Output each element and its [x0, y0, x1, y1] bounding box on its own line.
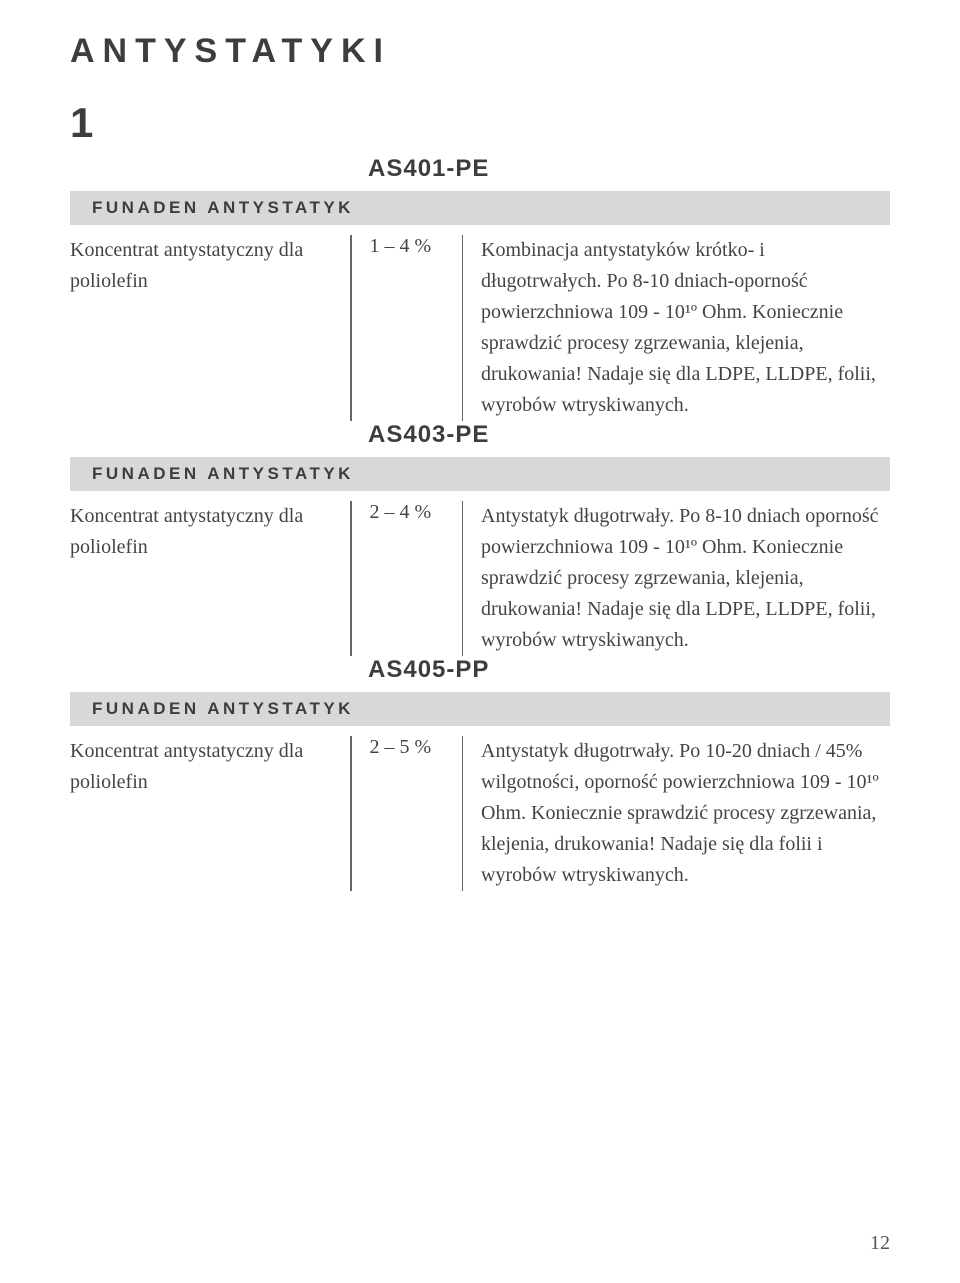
product-block: AS405-PP FUNADEN ANTYSTATYK Koncentrat a… — [70, 656, 890, 891]
product-description: Kombinacja antystatyków krótko- i długot… — [463, 235, 890, 421]
code-row: AS403-PE — [70, 421, 890, 451]
data-row: Koncentrat antystatyczny dla poliolefin … — [70, 235, 890, 421]
category-label: FUNADEN ANTYSTATYK — [92, 464, 354, 484]
product-block: AS403-PE FUNADEN ANTYSTATYK Koncentrat a… — [70, 421, 890, 656]
product-description: Antystatyk długotrwały. Po 10-20 dniach … — [463, 736, 890, 891]
category-bar: FUNADEN ANTYSTATYK — [70, 191, 890, 225]
data-row: Koncentrat antystatyczny dla poliolefin … — [70, 736, 890, 891]
product-description: Antystatyk długotrwały. Po 8-10 dniach o… — [463, 501, 890, 656]
code-row: AS401-PE — [70, 155, 890, 185]
code-row: AS405-PP — [70, 656, 890, 686]
page-title: ANTYSTATYKI — [70, 32, 890, 71]
product-code: AS403-PE — [368, 421, 489, 451]
category-bar: FUNADEN ANTYSTATYK — [70, 692, 890, 726]
data-row: Koncentrat antystatyczny dla poliolefin … — [70, 501, 890, 656]
product-code: AS405-PP — [368, 656, 489, 686]
page-number: 12 — [870, 1232, 890, 1255]
category-label: FUNADEN ANTYSTATYK — [92, 198, 354, 218]
category-label: FUNADEN ANTYSTATYK — [92, 699, 354, 719]
product-name: Koncentrat antystatyczny dla poliolefin — [70, 235, 350, 421]
section-number: 1 — [70, 99, 890, 147]
product-block: AS401-PE FUNADEN ANTYSTATYK Koncentrat a… — [70, 155, 890, 421]
product-code: AS401-PE — [368, 155, 489, 185]
product-dosage: 2 – 5 % — [352, 736, 462, 891]
product-dosage: 2 – 4 % — [352, 501, 462, 656]
category-bar: FUNADEN ANTYSTATYK — [70, 457, 890, 491]
product-name: Koncentrat antystatyczny dla poliolefin — [70, 501, 350, 656]
product-dosage: 1 – 4 % — [352, 235, 462, 421]
product-name: Koncentrat antystatyczny dla poliolefin — [70, 736, 350, 891]
